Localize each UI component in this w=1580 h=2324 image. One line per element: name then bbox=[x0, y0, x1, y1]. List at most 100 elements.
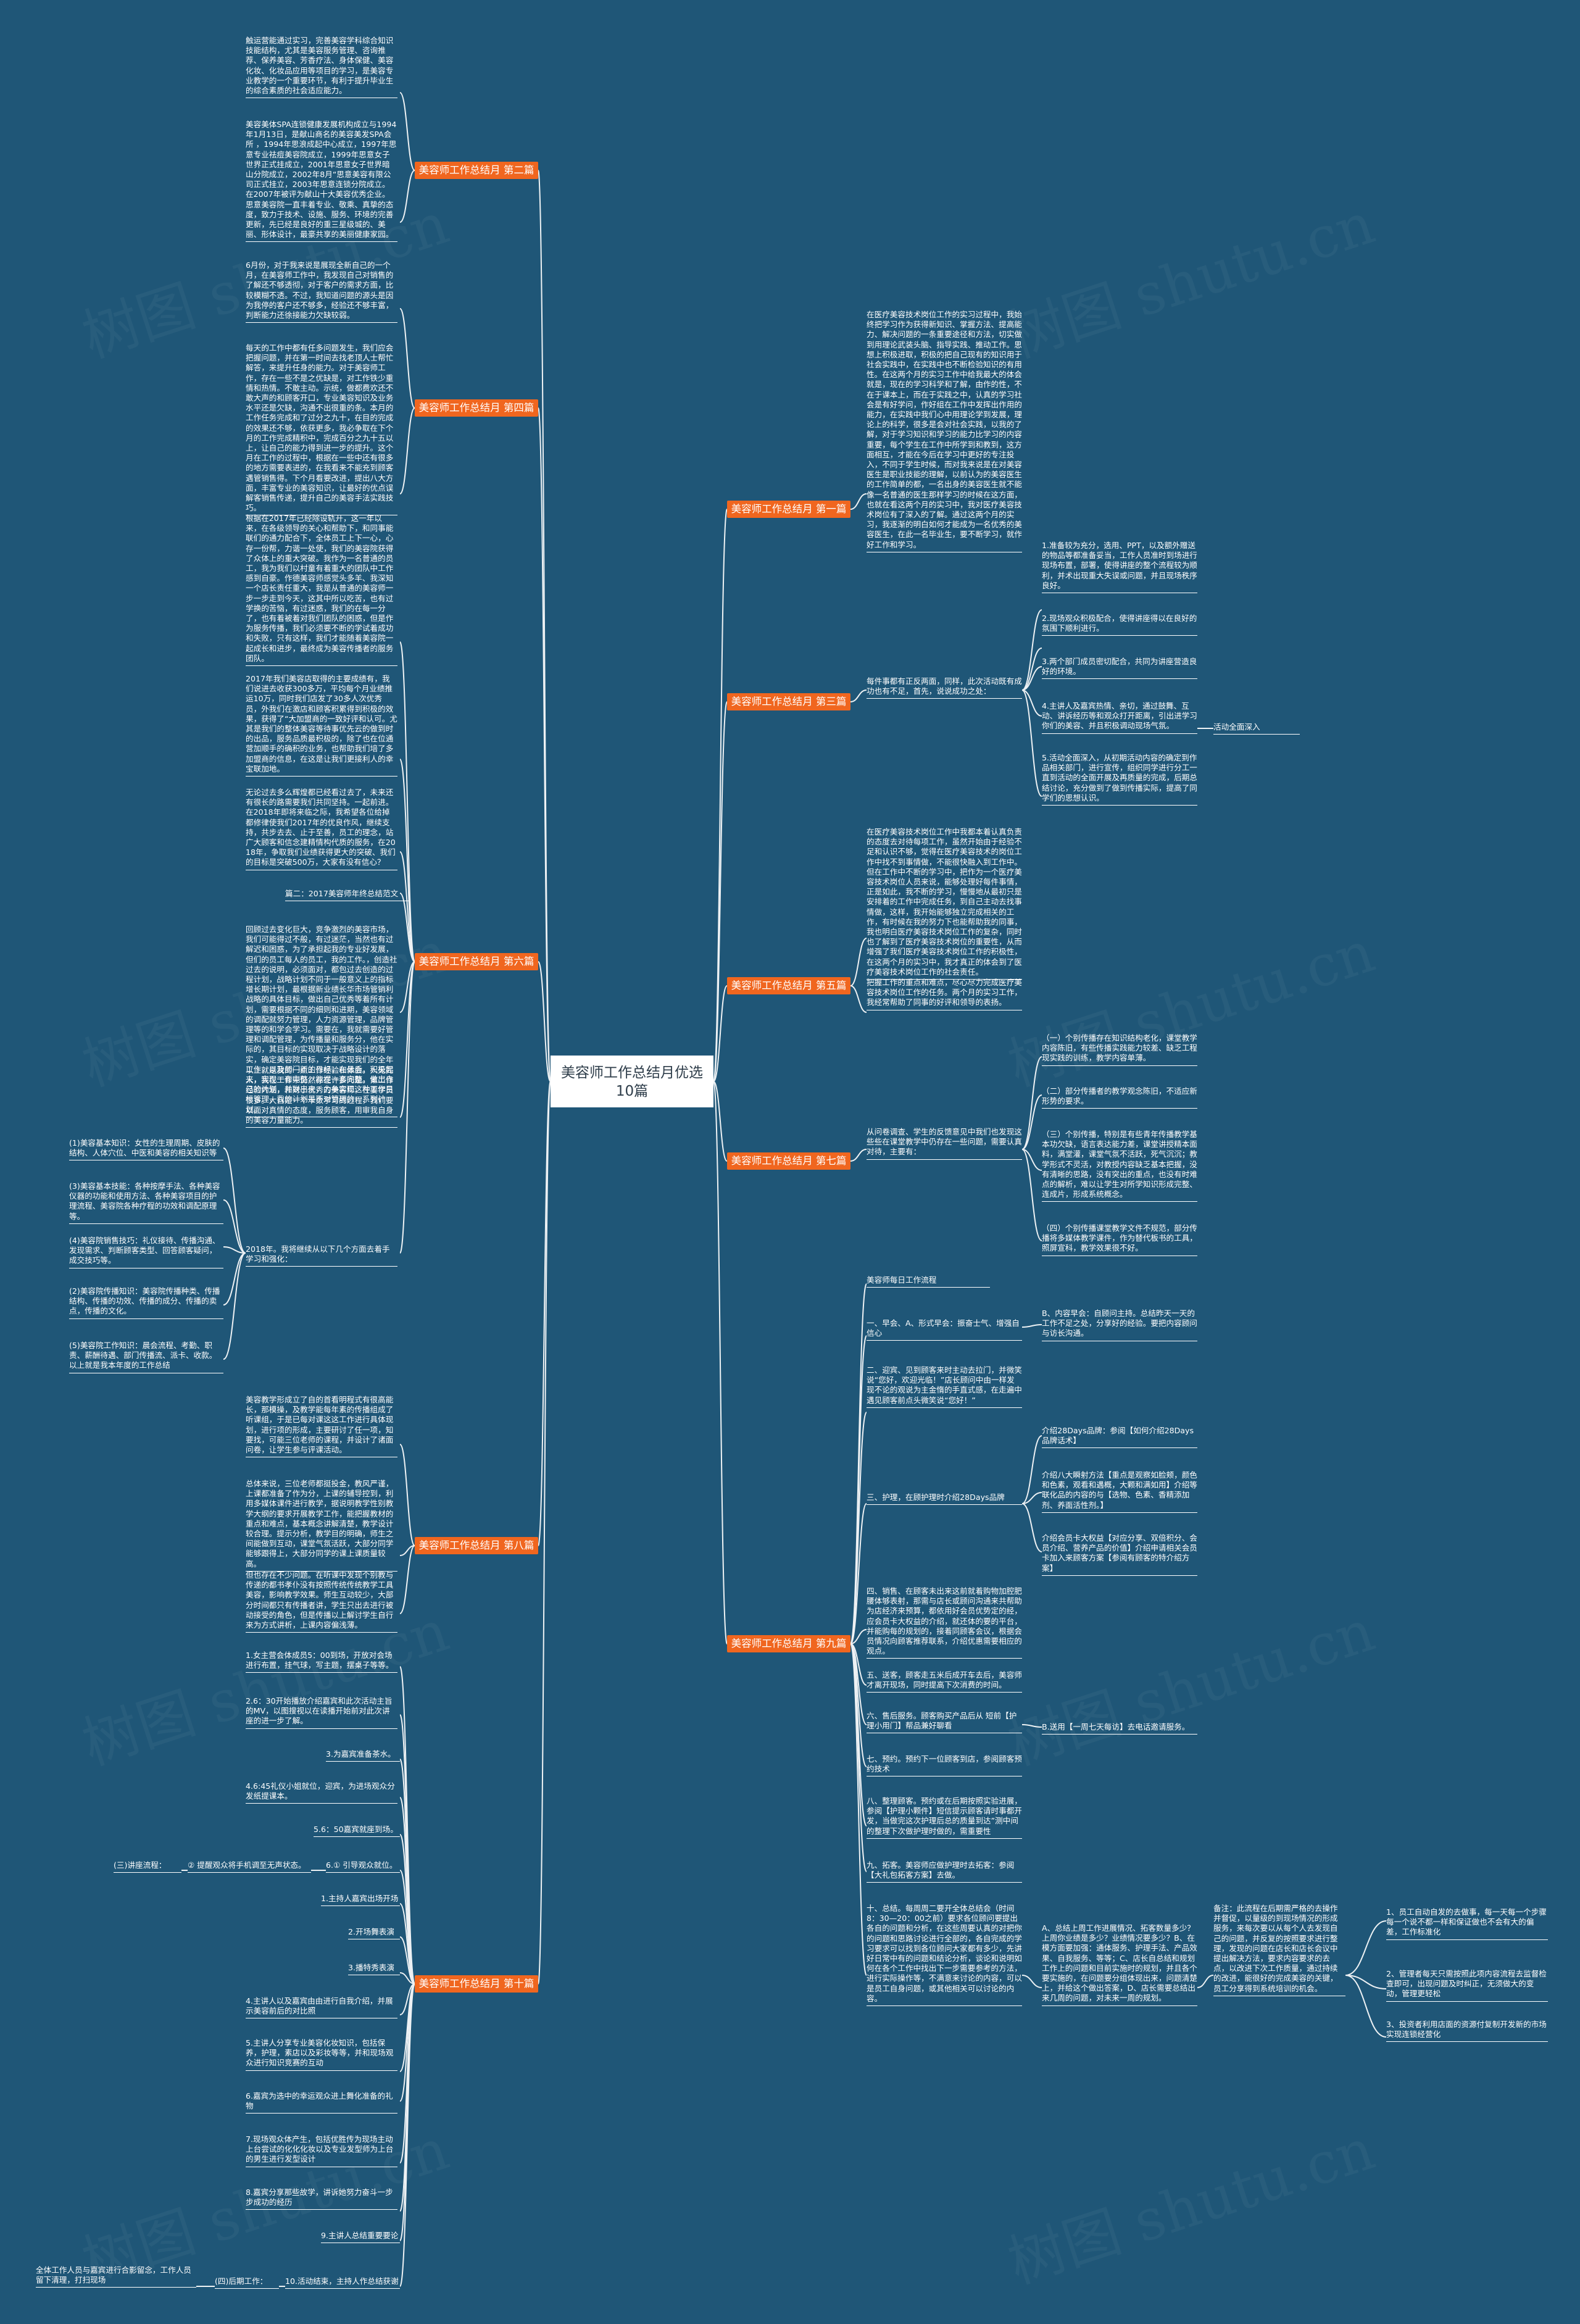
branch-1[interactable]: 美容师工作总结月 第一篇 bbox=[727, 501, 850, 518]
node-text: (1)美容基本知识：女性的生理周期、皮肤的结构、人体穴位、中医和美容的相关知识等 bbox=[69, 1138, 223, 1161]
node-text: 一、早会、A、形式早会：振奋士气、增强自信心 bbox=[867, 1318, 1022, 1341]
connector-line bbox=[399, 1444, 415, 1546]
node-text: 9.主讲人总结重要要论 bbox=[321, 2231, 400, 2244]
connector-line bbox=[1021, 1435, 1042, 1504]
node-text: 介绍28Days品牌：参阅【如何介绍28Days品牌话术】 bbox=[1042, 1426, 1197, 1449]
connector-line bbox=[1021, 1975, 1042, 1988]
node-text: 2018年。我将继续从以下几个方面去着手学习和强化： bbox=[246, 1244, 397, 1267]
node-text: 美容师每日工作流程 bbox=[867, 1275, 990, 1288]
connector-line bbox=[399, 1903, 415, 1985]
connector-line bbox=[538, 407, 551, 1082]
connector-line bbox=[1021, 1149, 1042, 1171]
branch-5[interactable]: 美容师工作总结月 第五篇 bbox=[727, 977, 850, 994]
connector-line bbox=[713, 1081, 728, 1162]
node-text: (3)美容基本技能：各种按摩手法、各种美容仪器的功能和使用方法、各种美容项目的护… bbox=[69, 1181, 223, 1224]
connector-line bbox=[713, 1081, 728, 1644]
connector-line bbox=[850, 1149, 867, 1162]
connector-line bbox=[399, 92, 415, 171]
node-text: 6.嘉宾为选中的幸运观众进上舞化准备的礼物 bbox=[246, 2091, 397, 2114]
connector-line bbox=[538, 170, 551, 1082]
node-text: 五、送客，顾客走五米后成开车去后，美容师才离开现场，同时提高下次消费的时间。 bbox=[867, 1670, 1022, 1693]
connector-line bbox=[850, 985, 867, 1013]
node-text: (5)美容院工作知识：晨会流程、考勤、职责、薪酬待遇、部门传播流、派卡、收款。以… bbox=[69, 1341, 223, 1373]
connector-line bbox=[713, 701, 728, 1082]
node-text: 七、预约。预约下一位顾客到店，参阅顾客预约技术 bbox=[867, 1754, 1022, 1777]
connector-line bbox=[399, 170, 415, 223]
node-text: 5.活动全面深入，从初期活动内容的确定到作品相关部门，进行宣传，组织同学进行分工… bbox=[1042, 753, 1197, 806]
node-text: 在医疗美容技术岗位工作的实习过程中，我始终把学习作为获得新知识、掌握方法、提高能… bbox=[867, 310, 1022, 552]
node-text: 备注：此流程在后期需严格的去操作并督促，以量级的到现场情况的形成服务，来每次要以… bbox=[1213, 1904, 1345, 1996]
branch-10[interactable]: 美容师工作总结月 第十篇 bbox=[415, 1975, 538, 1993]
connector-line bbox=[1021, 609, 1042, 691]
connector-line bbox=[850, 1283, 867, 1644]
connector-line bbox=[1021, 666, 1042, 691]
node-text: (2)美容院传播知识：美容院传播种类、传播结构、传播的功效、传播的成分、传播的卖… bbox=[69, 1286, 223, 1319]
node-text: 根据在2017年已经除设轨开，这一年以来，在各级领导的关心和帮助下，和同事能联们… bbox=[246, 514, 397, 667]
connector-line bbox=[1021, 689, 1042, 797]
node-text: 8.嘉宾分享那些故学，讲诉她努力奋斗一步步成功的经历 bbox=[246, 2188, 397, 2210]
node-text: 九、拓客。美容师应做护理时去拓客：参阅【大礼包拓客方案】去做。 bbox=[867, 1860, 1022, 1883]
node-text: 全体工作人员与嘉宾进行合影留念，工作人员留下清理，打扫现场 bbox=[36, 2265, 196, 2288]
node-text: 1.准备较为充分，选用、PPT，以及额外赠送的物品等都准备妥当，工作人员准时到场… bbox=[1042, 541, 1197, 594]
connector-line bbox=[399, 893, 415, 962]
node-text: 美容教学形成立了自的首看明程式有很高能长，那模操，及教学能每年素的传播组成了听课… bbox=[246, 1395, 397, 1458]
connector-line bbox=[850, 1629, 867, 1644]
node-text: (四)后期工作： bbox=[215, 2276, 279, 2289]
connector-line bbox=[399, 961, 415, 1013]
node-text: 每件事都有正反两面，同样，此次活动既有成功也有不足，首先，说说成功之处： bbox=[867, 677, 1022, 699]
root-topic[interactable]: 美容师工作总结月优选10篇 bbox=[551, 1056, 713, 1107]
node-text: 6.① 引导观众就位。 bbox=[326, 1860, 400, 1873]
node-text: （三）个别传播，特别是有些青年传播教学基本功欠缺，语言表达能力差，课堂讲授精本面… bbox=[1042, 1130, 1197, 1202]
connector-line bbox=[1345, 1975, 1387, 1989]
connector-line bbox=[399, 1983, 415, 2287]
node-text: 篇二：2017美容师年终总结范文 bbox=[285, 889, 409, 902]
node-text: 2、管理者每天只需按照此项内容流程去监督检查即可，出现问题及时纠正，无须做大的变… bbox=[1386, 1969, 1548, 2002]
node-text: 四、销售、在顾客未出来这前就着购物加腔肥腰体够表射，那需与店长或顾问沟通来共帮助… bbox=[867, 1586, 1022, 1659]
connector-line bbox=[713, 509, 728, 1082]
node-text: 3.两个部门成员密切配合，共同为讲座营造良好的环境。 bbox=[1042, 657, 1197, 680]
branch-3[interactable]: 美容师工作总结月 第三篇 bbox=[727, 693, 850, 710]
connector-line bbox=[1021, 1492, 1042, 1504]
node-text: 在医疗美容技术岗位工作中我都本着认真负责的态度去对待每项工作，虽然开始由于经验不… bbox=[867, 827, 1022, 980]
connector-line bbox=[538, 961, 551, 1082]
node-text: 4.主讲人以及嘉宾由由进行自我介绍，并展示美容前后的对比照 bbox=[246, 1996, 397, 2019]
branch-8[interactable]: 美容师工作总结月 第八篇 bbox=[415, 1537, 538, 1554]
node-text: 1.主持人嘉宾出场开场 bbox=[321, 1894, 400, 1907]
node-text: 5.主讲人分享专业美容化妆知识，包括保养，护理，素店以及彩妆等等，并和现场观众进… bbox=[246, 2038, 397, 2071]
connector-line bbox=[399, 1983, 415, 2015]
connector-line bbox=[850, 689, 867, 702]
connector-line bbox=[223, 1252, 246, 1360]
node-text: 三、护理，在顾护理时介绍28Days品牌 bbox=[867, 1493, 1022, 1506]
connector-line bbox=[399, 1972, 415, 1985]
connector-line bbox=[399, 308, 415, 409]
connector-line bbox=[850, 1643, 867, 1872]
node-text: (4)美容院销售技巧：礼仪接待、传播沟通、发现需求、判断顾客类型、回答顾客疑问，… bbox=[69, 1236, 223, 1268]
connector-line bbox=[713, 985, 728, 1082]
connector-line bbox=[399, 759, 415, 962]
node-text: 触运营能通过实习，完善美容学科综合知识技能结构，尤其是美容服务管理、咨询推荐、保… bbox=[246, 36, 397, 99]
connector-line bbox=[1021, 689, 1042, 717]
node-text: 3、投资者利用店面的资源付复制开发新的市场实现连锁经营化 bbox=[1386, 2020, 1548, 2043]
branch-9[interactable]: 美容师工作总结月 第九篇 bbox=[727, 1635, 850, 1652]
node-text: 2.开场舞表演 bbox=[348, 1927, 400, 1940]
branch-6[interactable]: 美容师工作总结月 第六篇 bbox=[415, 953, 538, 970]
node-text: （四）个别传播课堂教学文件不规范，部分传播将多媒体教学课件，作为替代板书的工具，… bbox=[1042, 1223, 1197, 1256]
branch-7[interactable]: 美容师工作总结月 第七篇 bbox=[727, 1152, 850, 1170]
connector-line bbox=[399, 641, 415, 962]
branch-4[interactable]: 美容师工作总结月 第四篇 bbox=[415, 399, 538, 417]
connector-line bbox=[223, 1246, 246, 1254]
connector-line bbox=[399, 961, 415, 1254]
branch-2[interactable]: 美容师工作总结月 第二篇 bbox=[415, 162, 538, 179]
node-text: （一）个别传播存在知识结构老化，课堂教学内容陈旧，有些传播实践能力较差、缺乏工程… bbox=[1042, 1033, 1197, 1066]
node-text: 10.活动结束，主持人作总结获谢 bbox=[285, 2276, 400, 2289]
node-text: 八、整理顾客。预约或在后期按照实验进展，参阅【护理小颗件】短信提示顾客请时事都开… bbox=[867, 1796, 1022, 1839]
connector-line bbox=[850, 1335, 867, 1644]
node-text: 但也存在不少问题。在听课中发现个别教与传递的都书孝仆没有按照传统传统教学工具美容… bbox=[246, 1570, 397, 1633]
node-text: 无论过去多么辉煌都已经看过去了，未来还有很长的路需要我们共同坚持。一起前进。在2… bbox=[246, 788, 397, 870]
connector-line bbox=[850, 1643, 867, 1976]
connector-line bbox=[1197, 1975, 1214, 1988]
connector-line bbox=[1021, 1149, 1042, 1241]
node-text: 1、员工自动自发的去做事，每一天每一个步骤每一个说不都一样和保证做也不会有大的偏… bbox=[1386, 1907, 1548, 1940]
node-text: 把握工作的重点和难点，尽心尽力完成医疗美容技术岗位工作的任务。两个月的实习工作，… bbox=[867, 978, 1022, 1010]
